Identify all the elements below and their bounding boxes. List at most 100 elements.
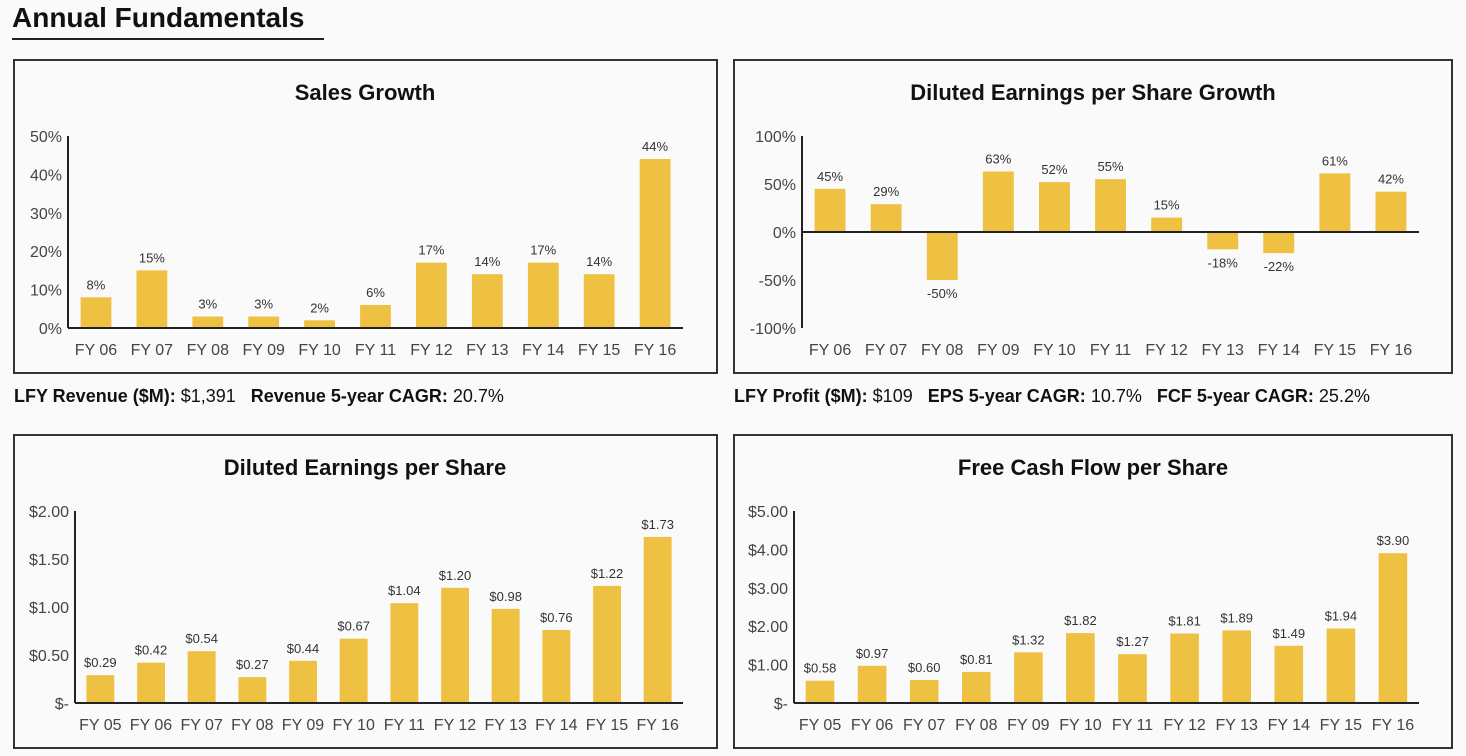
x-tick-label: FY 08 <box>231 717 274 734</box>
chart-title: Diluted Earnings per Share <box>224 455 506 480</box>
data-label: $1.20 <box>439 568 472 583</box>
bar <box>962 671 991 703</box>
bar <box>639 159 671 328</box>
data-label: -50% <box>927 286 958 301</box>
x-tick-label: FY 10 <box>298 342 341 359</box>
x-tick-label: FY 06 <box>809 342 852 359</box>
bar <box>360 305 391 328</box>
x-tick-label: FY 16 <box>636 717 679 734</box>
x-tick-label: FY 08 <box>187 342 230 359</box>
x-tick-label: FY 14 <box>1258 342 1301 359</box>
x-tick-label: FY 12 <box>434 717 477 734</box>
data-label: 15% <box>1154 198 1180 213</box>
diluted-eps-chart: Diluted Earnings per Share $- $0.50 $1.00 $1… <box>29 455 683 734</box>
data-label: $1.82 <box>1064 613 1097 628</box>
diluted-eps-panel: Diluted Earnings per Share $- $0.50 $1.00 $1… <box>13 434 718 749</box>
bar <box>583 274 615 328</box>
bar <box>192 316 224 328</box>
chart-title: Free Cash Flow per Share <box>958 455 1228 480</box>
data-label: $1.27 <box>1116 634 1149 649</box>
bar <box>1274 645 1304 703</box>
x-tick-label: FY 09 <box>282 717 325 734</box>
bar <box>471 274 503 328</box>
bar <box>1170 633 1199 703</box>
data-label: 44% <box>642 139 668 154</box>
x-tick-label: FY 15 <box>586 717 629 734</box>
y-tick-label: $1.00 <box>748 658 788 675</box>
data-label: $1.49 <box>1273 626 1306 641</box>
y-tick-label: 100% <box>755 129 796 146</box>
y-tick-label: $2.00 <box>29 504 69 521</box>
x-tick-label: FY 10 <box>1033 342 1076 359</box>
bar <box>86 675 115 703</box>
data-label: 55% <box>1097 159 1123 174</box>
fcf-cagr-value: 25.2% <box>1318 386 1370 406</box>
x-tick-label: FY 11 <box>355 342 396 359</box>
y-tick-label: 30% <box>30 206 62 223</box>
x-tick-label: FY 15 <box>1320 717 1363 734</box>
bar <box>814 188 846 232</box>
bar <box>80 297 112 328</box>
y-tick-label: 0% <box>773 225 796 242</box>
bar <box>1263 232 1295 254</box>
x-tick-label: FY 16 <box>1370 342 1413 359</box>
bar <box>390 603 419 703</box>
data-label: 8% <box>87 277 106 292</box>
y-tick-label: 50% <box>764 177 796 194</box>
data-label: $3.90 <box>1377 533 1410 548</box>
x-tick-label: FY 09 <box>1007 717 1050 734</box>
data-label: $0.76 <box>540 610 573 625</box>
x-tick-label: FY 16 <box>1372 717 1415 734</box>
revenue-label: LFY Revenue ($M): <box>14 386 176 406</box>
y-tick-label: 20% <box>30 244 62 261</box>
data-label: 2% <box>310 300 329 315</box>
data-label: 17% <box>530 243 556 258</box>
data-label: $1.73 <box>641 517 674 532</box>
x-tick-label: FY 11 <box>1090 342 1131 359</box>
sales-growth-chart: Sales Growth 0% 10% 20% 30% 40% 50% 8% FY 06 15% F… <box>30 80 683 359</box>
x-tick-label: FY 16 <box>634 342 677 359</box>
y-tick-label: -100% <box>750 321 796 338</box>
fcf-panel: Free Cash Flow per Share $- $1.00 $2.00 $3.0… <box>733 434 1453 749</box>
bar <box>137 662 165 703</box>
data-label: 17% <box>418 243 444 258</box>
profit-label: LFY Profit ($M): <box>734 386 868 406</box>
x-tick-label: FY 15 <box>578 342 621 359</box>
bar <box>1222 630 1251 703</box>
y-tick-label: 50% <box>30 129 62 146</box>
y-tick-label: $- <box>774 696 788 713</box>
bar <box>1326 628 1356 703</box>
x-tick-label: FY 14 <box>1268 717 1311 734</box>
bar <box>1207 232 1239 250</box>
eps-cagr-value: 10.7% <box>1090 386 1142 406</box>
x-tick-label: FY 12 <box>1145 342 1188 359</box>
chart-title: Sales Growth <box>295 80 436 105</box>
bar <box>248 316 280 328</box>
x-tick-label: FY 15 <box>1314 342 1357 359</box>
data-label: $1.89 <box>1220 610 1253 625</box>
data-label: 6% <box>366 285 385 300</box>
data-label: $1.94 <box>1325 609 1358 624</box>
eps-cagr-label: EPS 5-year CAGR: <box>927 386 1086 406</box>
bar <box>304 320 335 328</box>
bar <box>238 677 267 703</box>
data-label: 15% <box>139 250 165 265</box>
bar <box>1151 217 1183 232</box>
eps-growth-panel: Diluted Earnings per Share Growth -100% -5… <box>733 59 1453 374</box>
bar <box>289 660 317 703</box>
x-tick-label: FY 13 <box>1216 717 1259 734</box>
revenue-stats: LFY Revenue ($M): $1,391 Revenue 5-year … <box>14 385 514 407</box>
data-label: $0.44 <box>287 641 320 656</box>
data-label: 42% <box>1378 172 1404 187</box>
data-label: $0.27 <box>236 657 269 672</box>
y-tick-label: $1.00 <box>29 600 69 617</box>
data-label: $1.32 <box>1012 632 1045 647</box>
y-tick-label: $2.00 <box>748 619 788 636</box>
bar <box>857 665 887 703</box>
x-tick-label: FY 08 <box>921 342 964 359</box>
profit-stats: LFY Profit ($M): $109 EPS 5-year CAGR: 1… <box>734 385 1380 407</box>
data-label: 14% <box>586 254 612 269</box>
bar <box>1118 654 1147 703</box>
data-label: 61% <box>1322 153 1348 168</box>
x-tick-label: FY 09 <box>242 342 285 359</box>
